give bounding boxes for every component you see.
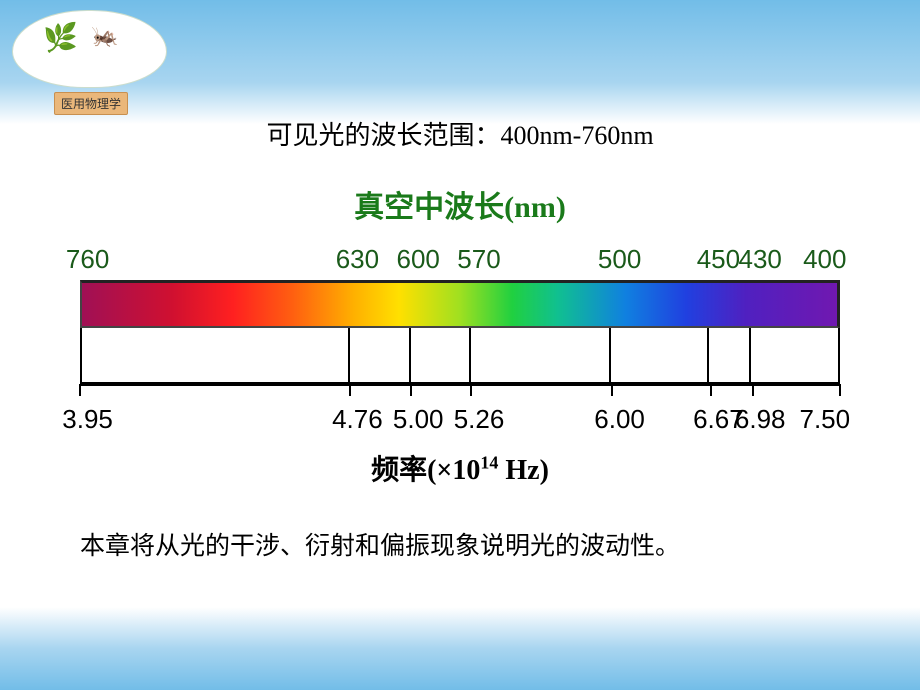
logo-text: 医用物理学 <box>54 92 128 115</box>
axis-tick <box>611 384 613 396</box>
band-blue <box>709 328 751 382</box>
logo-cloud: 🌿 🦗 <box>12 10 167 88</box>
wavelength-tick: 450 <box>697 244 740 275</box>
axis-tick <box>349 384 351 396</box>
band-red <box>82 328 350 382</box>
spectrum-gradient-bar <box>80 280 840 328</box>
axis-tick <box>79 384 81 396</box>
band-yellow <box>411 328 471 382</box>
band-orange <box>350 328 410 382</box>
frequency-axis-line <box>80 384 840 398</box>
frequency-tick-labels: 3.954.765.005.266.006.676.987.50 <box>80 404 840 436</box>
axis-tick <box>410 384 412 396</box>
frequency-axis-title: 频率(×1014 Hz) <box>80 448 840 488</box>
band-violet <box>751 328 838 382</box>
wavelength-range-text: 可见光的波长范围：400nm-760nm <box>150 115 770 152</box>
spectrum-diagram: 760630600570500450430400 3.954.765.005.2… <box>80 244 840 488</box>
wavelength-tick: 600 <box>396 244 439 275</box>
axis-tick <box>710 384 712 396</box>
frequency-tick: 6.00 <box>594 404 645 435</box>
wavelength-tick-labels: 760630600570500450430400 <box>80 244 840 276</box>
freq-title-suffix: Hz) <box>498 455 549 486</box>
band-green <box>471 328 611 382</box>
slide-content: 可见光的波长范围：400nm-760nm 真空中波长(nm) 760 630 600… <box>0 115 920 562</box>
wavelength-axis-title: 真空中波长(nm) <box>50 182 870 226</box>
freq-title-prefix: 频率(×10 <box>371 455 480 486</box>
band-cyan <box>611 328 709 382</box>
axis-tick <box>752 384 754 396</box>
frequency-tick: 4.76 <box>332 404 383 435</box>
frequency-tick: 5.26 <box>454 404 505 435</box>
wavelength-tick: 570 <box>457 244 500 275</box>
flower-icon: 🌿 <box>43 21 78 55</box>
frequency-tick: 5.00 <box>393 404 444 435</box>
wavelength-tick: 500 <box>598 244 641 275</box>
wavelength-tick: 630 <box>336 244 379 275</box>
axis-tick <box>470 384 472 396</box>
logo-badge: 🌿 🦗 医用物理学 <box>12 10 172 105</box>
frequency-tick: 3.95 <box>62 404 113 435</box>
axis-tick <box>839 384 841 396</box>
color-band-row <box>80 328 840 384</box>
insect-icon: 🦗 <box>91 23 118 49</box>
wavelength-tick: 430 <box>738 244 781 275</box>
wavelength-tick: 400 <box>803 244 846 275</box>
frequency-tick: 6.98 <box>735 404 786 435</box>
freq-title-exponent: 14 <box>480 453 498 473</box>
frequency-tick: 7.50 <box>799 404 850 435</box>
chapter-intro-text: 本章将从光的干涉、衍射和偏振现象说明光的波动性。 <box>50 526 870 562</box>
wavelength-tick: 760 <box>66 244 109 275</box>
